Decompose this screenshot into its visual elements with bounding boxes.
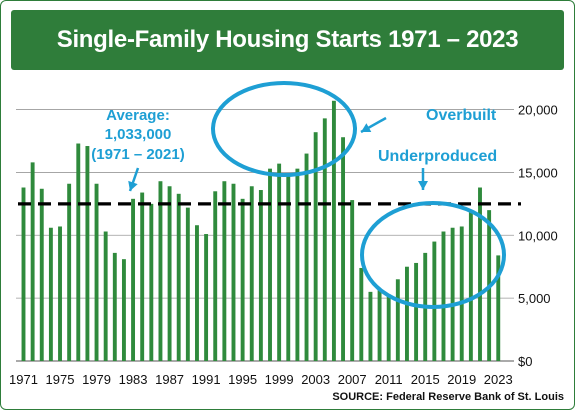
bar (176, 193, 181, 361)
bar (39, 188, 44, 361)
bar (21, 187, 26, 361)
bar (30, 162, 35, 361)
bar (459, 226, 464, 361)
bar (450, 227, 455, 361)
bar (185, 207, 190, 361)
underproduced-ellipse (360, 201, 506, 309)
bar (268, 168, 272, 361)
bar (103, 231, 108, 361)
bar (322, 118, 327, 361)
bar (240, 198, 245, 361)
bar (94, 183, 99, 361)
bar (331, 100, 336, 362)
source-note: SOURCE: Federal Reserve Bank of St. Loui… (332, 391, 564, 403)
x-tick-label: 2011 (375, 372, 403, 387)
bar (395, 279, 400, 361)
overbuilt-ellipse (211, 81, 357, 177)
x-tick-label: 1995 (228, 372, 257, 387)
bar (359, 267, 364, 361)
x-tick-label: 1975 (46, 372, 75, 387)
bar (249, 186, 254, 361)
bar (58, 226, 62, 361)
bar (478, 187, 482, 361)
bar (350, 200, 355, 361)
average-annotation-line2: 1,033,000 (105, 126, 172, 143)
x-tick-label: 1991 (192, 372, 221, 387)
bar (368, 291, 373, 361)
bar (204, 234, 209, 361)
average-annotation-line1: Average: (106, 107, 170, 124)
bar (286, 173, 291, 361)
y-tick-label: 20,000 (518, 103, 558, 118)
bar (213, 191, 218, 361)
bar (441, 231, 446, 361)
bar (295, 168, 300, 361)
bar (377, 289, 382, 361)
x-tick-label: 1987 (155, 372, 184, 387)
x-tick-label: 2003 (301, 372, 330, 387)
bar (85, 146, 90, 361)
bar (112, 252, 117, 361)
x-tick-label: 2007 (338, 372, 367, 387)
bar (121, 259, 126, 361)
y-tick-label: 5,000 (518, 291, 551, 306)
y-tick-label: 10,000 (518, 228, 558, 243)
overbuilt-arrow-head (361, 123, 372, 132)
bar (386, 294, 391, 361)
x-tick-label: 2023 (484, 372, 513, 387)
x-tick-label: 2015 (411, 372, 440, 387)
x-tick-label: 1983 (119, 372, 148, 387)
bar (258, 190, 263, 361)
bar (67, 183, 72, 361)
x-tick-label: 1999 (265, 372, 294, 387)
bar (48, 227, 53, 361)
bar (231, 183, 236, 361)
overbuilt-annotation: Overbuilt (426, 107, 497, 124)
bar (149, 203, 154, 361)
bar (277, 163, 282, 361)
bar (131, 198, 136, 361)
bar (195, 225, 199, 361)
bar (158, 181, 163, 361)
bar (432, 241, 437, 361)
x-tick-label: 2019 (447, 372, 476, 387)
bar (341, 137, 345, 361)
y-tick-label: $0 (518, 354, 532, 369)
bar (167, 186, 172, 361)
average-annotation-line3: (1971 – 2021) (91, 146, 184, 163)
bar (468, 210, 473, 361)
x-tick-label: 1971 (9, 372, 38, 387)
average-arrow-head (128, 180, 138, 191)
underproduced-annotation: Underproduced (378, 148, 497, 165)
title-banner: Single-Family Housing Starts 1971 – 2023 (11, 10, 564, 70)
bar (304, 153, 309, 361)
x-tick-label: 1979 (82, 372, 111, 387)
bar (222, 181, 227, 361)
bar (140, 192, 145, 361)
bar (313, 132, 318, 361)
y-tick-label: 15,000 (518, 165, 558, 180)
bar (496, 255, 501, 361)
underproduced-arrow-head (418, 181, 428, 190)
bar (405, 266, 409, 361)
chart-title: Single-Family Housing Starts 1971 – 2023 (56, 26, 519, 53)
bar (76, 143, 81, 361)
bar (414, 262, 419, 361)
